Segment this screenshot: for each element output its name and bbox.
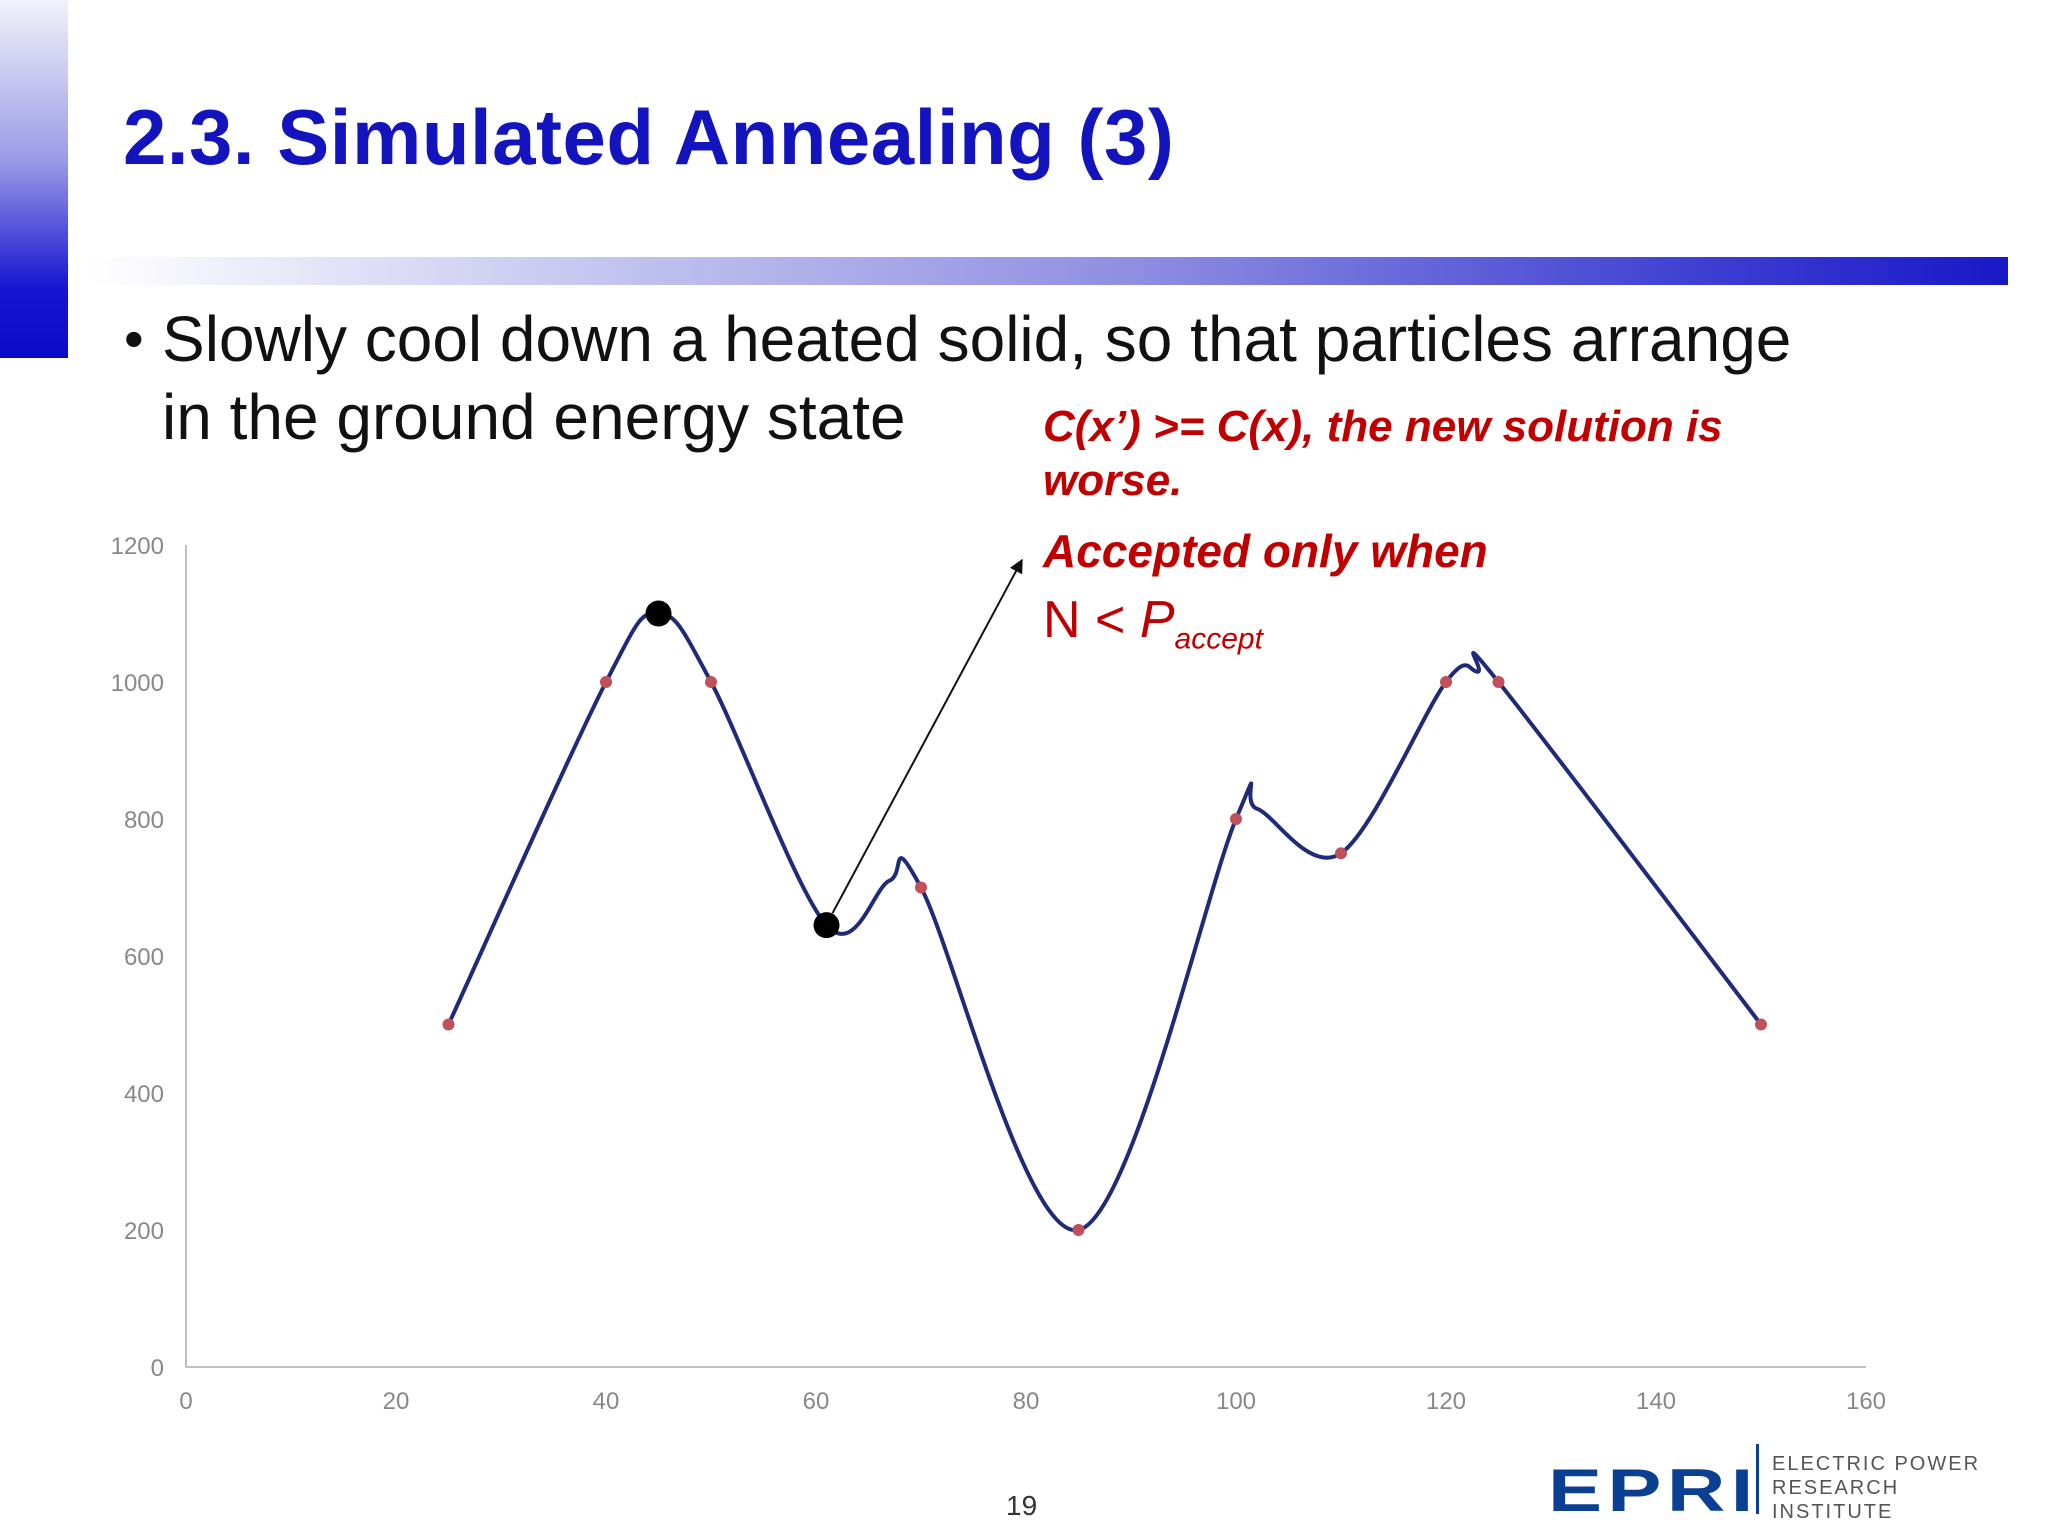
formula-p: P bbox=[1139, 591, 1175, 649]
chart-markers bbox=[442, 600, 1767, 1236]
x-tick-label: 140 bbox=[1636, 1388, 1676, 1415]
page-number: 19 bbox=[1006, 1490, 1038, 1521]
annotation-arrow bbox=[831, 558, 1023, 914]
y-tick-label: 400 bbox=[124, 1081, 164, 1108]
bullet-line-1: Slowly cool down a heated solid, so that… bbox=[162, 303, 1792, 375]
data-point bbox=[915, 881, 927, 894]
y-tick-label: 800 bbox=[124, 807, 164, 834]
chart-annotation-arrow bbox=[831, 558, 1023, 914]
data-point bbox=[1440, 676, 1452, 688]
logo-name: ELECTRIC POWER RESEARCH INSTITUTE bbox=[1772, 1452, 1982, 1524]
y-tick-label: 600 bbox=[124, 944, 164, 971]
y-tick-label: 200 bbox=[124, 1218, 164, 1245]
logo-line-1: ELECTRIC POWER bbox=[1772, 1453, 1981, 1475]
data-point bbox=[1492, 676, 1505, 688]
current-solution-point bbox=[813, 912, 840, 939]
left-accent-bar bbox=[0, 0, 68, 358]
data-point bbox=[600, 676, 612, 688]
x-tick-label: 20 bbox=[383, 1388, 410, 1415]
y-tick-label: 1000 bbox=[111, 670, 164, 697]
x-tick-label: 100 bbox=[1216, 1388, 1256, 1415]
acceptance-formula: N < Paccept bbox=[1043, 590, 1263, 656]
data-point bbox=[705, 676, 717, 688]
logo-line-2: RESEARCH INSTITUTE bbox=[1772, 1477, 1900, 1523]
epri-logo: EPRI ELECTRIC POWER RESEARCH INSTITUTE bbox=[1548, 1440, 1978, 1524]
x-tick-label: 160 bbox=[1846, 1388, 1886, 1415]
bullet-line-2: in the ground energy state bbox=[162, 381, 906, 453]
condition-text: C(x’) >= C(x), the new solution is worse… bbox=[1043, 402, 1723, 505]
bullet-symbol: • bbox=[124, 307, 144, 370]
data-point bbox=[1072, 1224, 1085, 1236]
data-point bbox=[1230, 813, 1242, 825]
formula-subscript: accept bbox=[1174, 622, 1263, 656]
epri-logo-mark: EPRI bbox=[1548, 1457, 1759, 1524]
accepted-text: Accepted only when bbox=[1043, 525, 1488, 577]
formula-left: N < bbox=[1043, 591, 1140, 649]
slide-title: 2.3. Simulated Annealing (3) bbox=[123, 93, 1175, 181]
x-tick-label: 80 bbox=[1013, 1388, 1040, 1415]
x-tick-label: 60 bbox=[803, 1388, 830, 1415]
y-tick-label: 1200 bbox=[111, 533, 164, 560]
series-line bbox=[446, 611, 1763, 1233]
chart-axes: 0 20 40 60 80 100 120 140 160 0 200 400 600 800 1000 12… bbox=[111, 533, 1886, 1415]
y-tick-label: 0 bbox=[151, 1355, 164, 1382]
x-tick-label: 120 bbox=[1426, 1388, 1466, 1415]
data-point bbox=[1755, 1018, 1767, 1031]
chart-curve bbox=[446, 611, 1763, 1233]
data-point bbox=[442, 1018, 455, 1031]
logo-divider bbox=[1756, 1444, 1759, 1514]
x-tick-label: 0 bbox=[179, 1388, 192, 1415]
current-best-point bbox=[645, 600, 672, 627]
title-underline-bar bbox=[88, 257, 2008, 285]
x-tick-label: 40 bbox=[593, 1388, 620, 1415]
data-point bbox=[1335, 847, 1347, 860]
